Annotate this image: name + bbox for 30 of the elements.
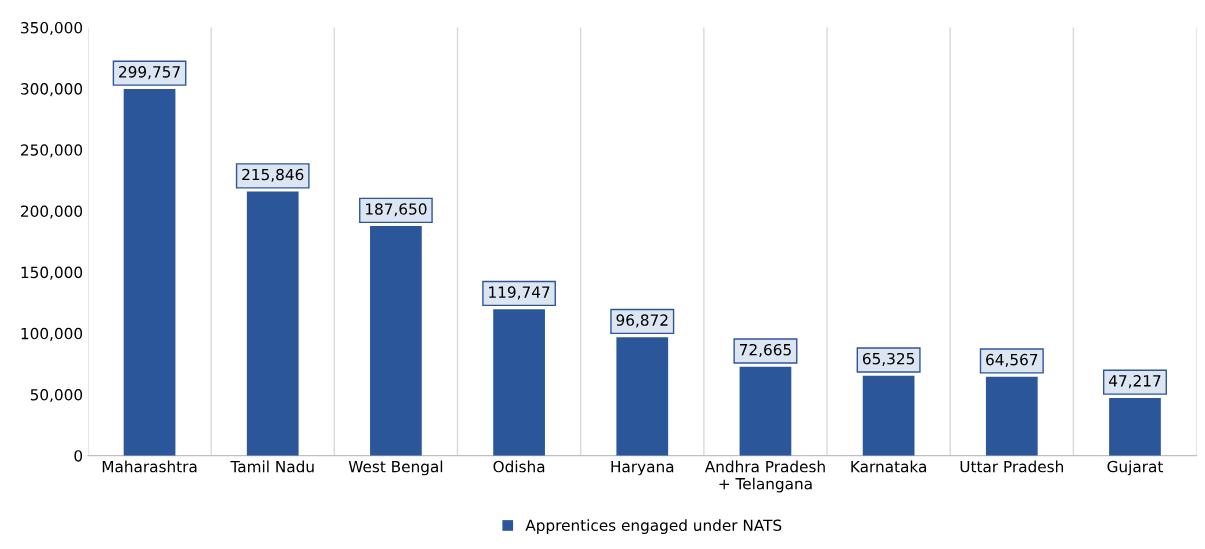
x-tick-label: West Bengal bbox=[348, 460, 443, 476]
y-tick-label: 250,000 bbox=[21, 144, 83, 158]
y-tick-label: 100,000 bbox=[21, 327, 83, 341]
x-tick-label: Andhra Pradesh + Telangana bbox=[704, 460, 825, 493]
x-tick-label: Maharashtra bbox=[102, 460, 197, 473]
text: 299,757 bbox=[119, 66, 180, 80]
text: 65,325 bbox=[862, 352, 915, 367]
bar bbox=[493, 309, 545, 456]
text: 119,747 bbox=[489, 286, 550, 300]
text: 187,650 bbox=[366, 203, 427, 217]
y-tick-label: 50,000 bbox=[30, 388, 83, 403]
x-tick-label: Karnataka bbox=[851, 460, 926, 473]
x-tick-label: Gujarat bbox=[1107, 460, 1163, 476]
x-tick-label: Tamil Nadu bbox=[230, 460, 314, 473]
y-tick-label: 300,000 bbox=[21, 83, 83, 97]
text: 72,665 bbox=[739, 343, 791, 358]
text: 64,567 bbox=[986, 353, 1038, 367]
x-tick-label: Uttar Pradesh bbox=[960, 460, 1063, 473]
x-tick-label: Odisha bbox=[493, 460, 545, 473]
y-tick-label: 150,000 bbox=[21, 266, 83, 280]
text: 96,872 bbox=[616, 314, 668, 328]
y-tick-label: 200,000 bbox=[21, 205, 83, 219]
text: 47,217 bbox=[1108, 375, 1161, 389]
text: 215,846 bbox=[242, 168, 304, 182]
bar bbox=[616, 337, 669, 456]
y-tick-label: 350,000 bbox=[21, 21, 83, 36]
y-tick-label: 0 bbox=[74, 450, 83, 462]
legend-label: Apprentices engaged under NATS bbox=[525, 519, 782, 534]
x-tick-label: Haryana bbox=[611, 461, 674, 476]
bar bbox=[370, 226, 422, 456]
